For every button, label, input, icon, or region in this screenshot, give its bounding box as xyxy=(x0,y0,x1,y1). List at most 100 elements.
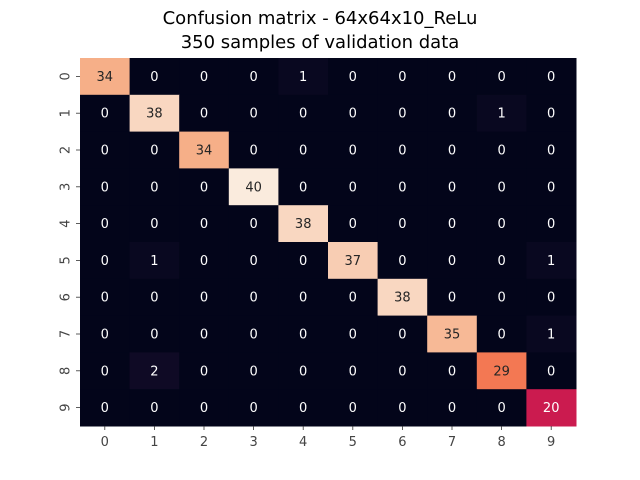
heatmap-cell-r4-c9 xyxy=(526,205,577,243)
heatmap-cell-r4-c3 xyxy=(228,205,279,243)
cell-value-r5-c8: 0 xyxy=(497,254,505,269)
y-tick-label-7: 7 xyxy=(59,330,74,338)
cell-value-r0-c3: 0 xyxy=(249,70,257,85)
heatmap-cell-r3-c2 xyxy=(179,168,230,206)
heatmap-cell-r0-c4 xyxy=(278,58,329,96)
cell-value-r5-c1: 1 xyxy=(150,254,158,269)
heatmap-cell-r1-c0 xyxy=(80,94,131,133)
x-tick-label-6: 6 xyxy=(398,435,406,450)
heatmap-cell-r5-c4 xyxy=(278,242,329,280)
cell-value-r7-c8: 0 xyxy=(497,328,505,343)
heatmap-cell-r2-c9 xyxy=(526,131,577,169)
cell-value-r0-c9: 0 xyxy=(547,70,555,85)
cell-value-r8-c8: 29 xyxy=(493,364,510,379)
heatmap-cell-r4-c2 xyxy=(179,205,230,243)
chart-title: Confusion matrix - 64x64x10_ReLu xyxy=(162,8,478,29)
cell-value-r3-c4: 0 xyxy=(299,180,307,195)
cell-value-r9-c3: 0 xyxy=(249,401,257,416)
heatmap-cell-r7-c2 xyxy=(179,315,230,353)
heatmap-cell-r7-c0 xyxy=(80,315,131,353)
cell-value-r6-c0: 0 xyxy=(101,291,109,306)
heatmap-cell-r6-c8 xyxy=(476,278,527,317)
cell-value-r0-c5: 0 xyxy=(349,70,357,85)
heatmap-cell-r2-c6 xyxy=(377,131,428,169)
cell-value-r4-c2: 0 xyxy=(200,217,208,232)
heatmap-cell-r6-c6 xyxy=(377,278,428,317)
cell-value-r4-c6: 0 xyxy=(398,217,406,232)
cell-value-r2-c5: 0 xyxy=(349,144,357,159)
heatmap-cell-r7-c5 xyxy=(328,315,379,353)
cell-value-r3-c8: 0 xyxy=(497,180,505,195)
heatmap-cell-r8-c6 xyxy=(377,352,428,390)
x-tick-label-0: 0 xyxy=(101,435,109,450)
cell-value-r5-c5: 37 xyxy=(345,254,362,269)
heatmap-cell-r0-c8 xyxy=(476,58,527,96)
cell-value-r2-c2: 34 xyxy=(196,144,213,159)
cell-value-r1-c8: 1 xyxy=(497,107,505,122)
heatmap-cell-r4-c7 xyxy=(427,205,478,243)
heatmap-cell-r1-c3 xyxy=(228,94,279,133)
x-tick-label-3: 3 xyxy=(249,435,257,450)
cell-value-r1-c2: 0 xyxy=(200,107,208,122)
x-tick-label-2: 2 xyxy=(200,435,208,450)
heatmap-cell-r0-c7 xyxy=(427,58,478,96)
heatmap-cell-r0-c9 xyxy=(526,58,577,96)
heatmap-cell-r9-c8 xyxy=(476,389,527,427)
y-tick-label-5: 5 xyxy=(59,256,74,264)
cell-value-r4-c9: 0 xyxy=(547,217,555,232)
cell-value-r4-c3: 0 xyxy=(249,217,257,232)
heatmap-cell-r9-c9 xyxy=(526,389,577,427)
heatmap-cell-r2-c7 xyxy=(427,131,478,169)
heatmap-cell-labels: 34 0 0 0 1 0 0 0 0 0 0 38 0 0 0 0 0 0 1 0 0 0 34 0 0 0 0 0 0 0 0 0 0 40 0 0… xyxy=(97,70,560,416)
cell-value-r3-c9: 0 xyxy=(547,180,555,195)
cell-value-r7-c1: 0 xyxy=(150,328,158,343)
heatmap-cell-r1-c8 xyxy=(476,94,527,133)
heatmap-cell-r8-c4 xyxy=(278,352,329,390)
x-tick-label-7: 7 xyxy=(448,435,456,450)
cell-value-r2-c1: 0 xyxy=(150,144,158,159)
heatmap-cell-r4-c6 xyxy=(377,205,428,243)
cell-value-r8-c7: 0 xyxy=(448,364,456,379)
x-tick-label-4: 4 xyxy=(299,435,307,450)
cell-value-r8-c2: 0 xyxy=(200,364,208,379)
heatmap-cell-r6-c5 xyxy=(328,278,379,317)
heatmap-cell-r6-c2 xyxy=(179,278,230,317)
cell-value-r1-c4: 0 xyxy=(299,107,307,122)
heatmap-cell-r8-c8 xyxy=(476,352,527,390)
cell-value-r4-c5: 0 xyxy=(349,217,357,232)
cell-value-r5-c0: 0 xyxy=(101,254,109,269)
y-tick-label-1: 1 xyxy=(59,109,74,117)
heatmap-cell-r9-c6 xyxy=(377,389,428,427)
cell-value-r3-c7: 0 xyxy=(448,180,456,195)
cell-value-r2-c7: 0 xyxy=(448,144,456,159)
cell-value-r2-c0: 0 xyxy=(101,144,109,159)
heatmap-cell-r4-c4 xyxy=(278,205,329,243)
heatmap-cell-r3-c8 xyxy=(476,168,527,206)
heatmap-cell-r0-c1 xyxy=(129,58,180,96)
heatmap-cell-r3-c4 xyxy=(278,168,329,206)
heatmap-cell-r9-c7 xyxy=(427,389,478,427)
cell-value-r7-c0: 0 xyxy=(101,328,109,343)
heatmap-cells xyxy=(80,58,577,427)
cell-value-r4-c1: 0 xyxy=(150,217,158,232)
y-tick-label-4: 4 xyxy=(59,219,74,227)
cell-value-r6-c6: 38 xyxy=(394,291,411,306)
heatmap-cell-r9-c3 xyxy=(228,389,279,427)
heatmap-cell-r2-c8 xyxy=(476,131,527,169)
heatmap-cell-r6-c9 xyxy=(526,278,577,317)
heatmap-cell-r0-c2 xyxy=(179,58,230,96)
heatmap-cell-r5-c9 xyxy=(526,242,577,280)
cell-value-r5-c2: 0 xyxy=(200,254,208,269)
heatmap-cell-r7-c9 xyxy=(526,315,577,353)
y-tick-label-2: 2 xyxy=(59,146,74,154)
cell-value-r8-c4: 0 xyxy=(299,364,307,379)
heatmap-cell-r6-c3 xyxy=(228,278,279,317)
cell-value-r7-c4: 0 xyxy=(299,328,307,343)
heatmap-cell-r3-c5 xyxy=(328,168,379,206)
heatmap-cell-r8-c3 xyxy=(228,352,279,390)
heatmap-cell-r2-c4 xyxy=(278,131,329,169)
heatmap-cell-r8-c7 xyxy=(427,352,478,390)
cell-value-r0-c6: 0 xyxy=(398,70,406,85)
heatmap-cell-r7-c8 xyxy=(476,315,527,353)
heatmap-cell-r6-c4 xyxy=(278,278,329,317)
